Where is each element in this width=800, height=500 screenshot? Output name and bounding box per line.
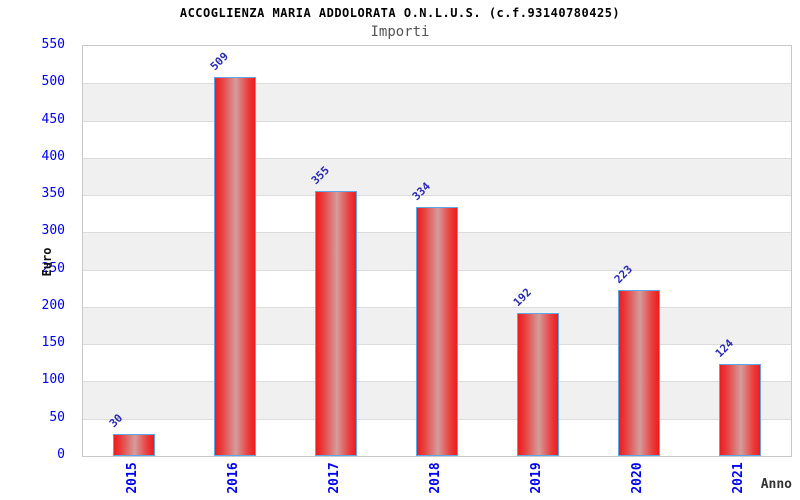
y-tick-label: 200 — [41, 297, 65, 313]
chart-title: ACCOGLIENZA MARIA ADDOLORATA O.N.L.U.S. … — [179, 6, 621, 20]
gridline — [83, 195, 791, 197]
y-axis-title: Euro — [40, 247, 54, 277]
gridline — [83, 83, 791, 85]
chart-subtitle: Importi — [370, 24, 430, 40]
bar — [618, 289, 661, 456]
gridline — [83, 120, 791, 122]
x-tick-label: 2015 — [124, 462, 140, 494]
y-tick-label: 0 — [57, 447, 65, 462]
y-tick-label: 300 — [41, 223, 65, 239]
bar — [416, 207, 458, 456]
y-tick-label: 100 — [41, 372, 65, 388]
x-tick-label: 2021 — [731, 462, 747, 494]
x-tick-label: 2018 — [428, 462, 443, 494]
bar — [517, 312, 560, 456]
y-tick-label: 350 — [41, 186, 65, 202]
y-tick-label: 550 — [41, 37, 65, 52]
bar — [213, 76, 256, 456]
y-tick-label: 50 — [49, 409, 65, 425]
plot-area: 30 509 355 334 192 223 124 — [82, 45, 792, 457]
x-tick-label: 2016 — [225, 462, 241, 494]
bar — [314, 191, 357, 456]
y-tick-label: 450 — [41, 111, 65, 127]
gridline — [83, 157, 791, 159]
x-tick-label: 2019 — [529, 462, 545, 494]
y-tick-label: 400 — [41, 148, 65, 164]
grid-band — [83, 120, 791, 158]
grid-band — [83, 46, 791, 84]
x-axis-title: Anno — [760, 477, 792, 492]
y-tick-label: 250 — [41, 260, 65, 276]
bar — [112, 433, 155, 456]
y-tick-label: 150 — [41, 335, 65, 351]
y-tick-label: 500 — [41, 74, 65, 90]
x-tick-label: 2017 — [326, 462, 342, 494]
grid-band — [83, 83, 791, 121]
bar — [719, 363, 762, 456]
x-tick-label: 2020 — [630, 462, 646, 494]
grid-band — [83, 157, 791, 196]
